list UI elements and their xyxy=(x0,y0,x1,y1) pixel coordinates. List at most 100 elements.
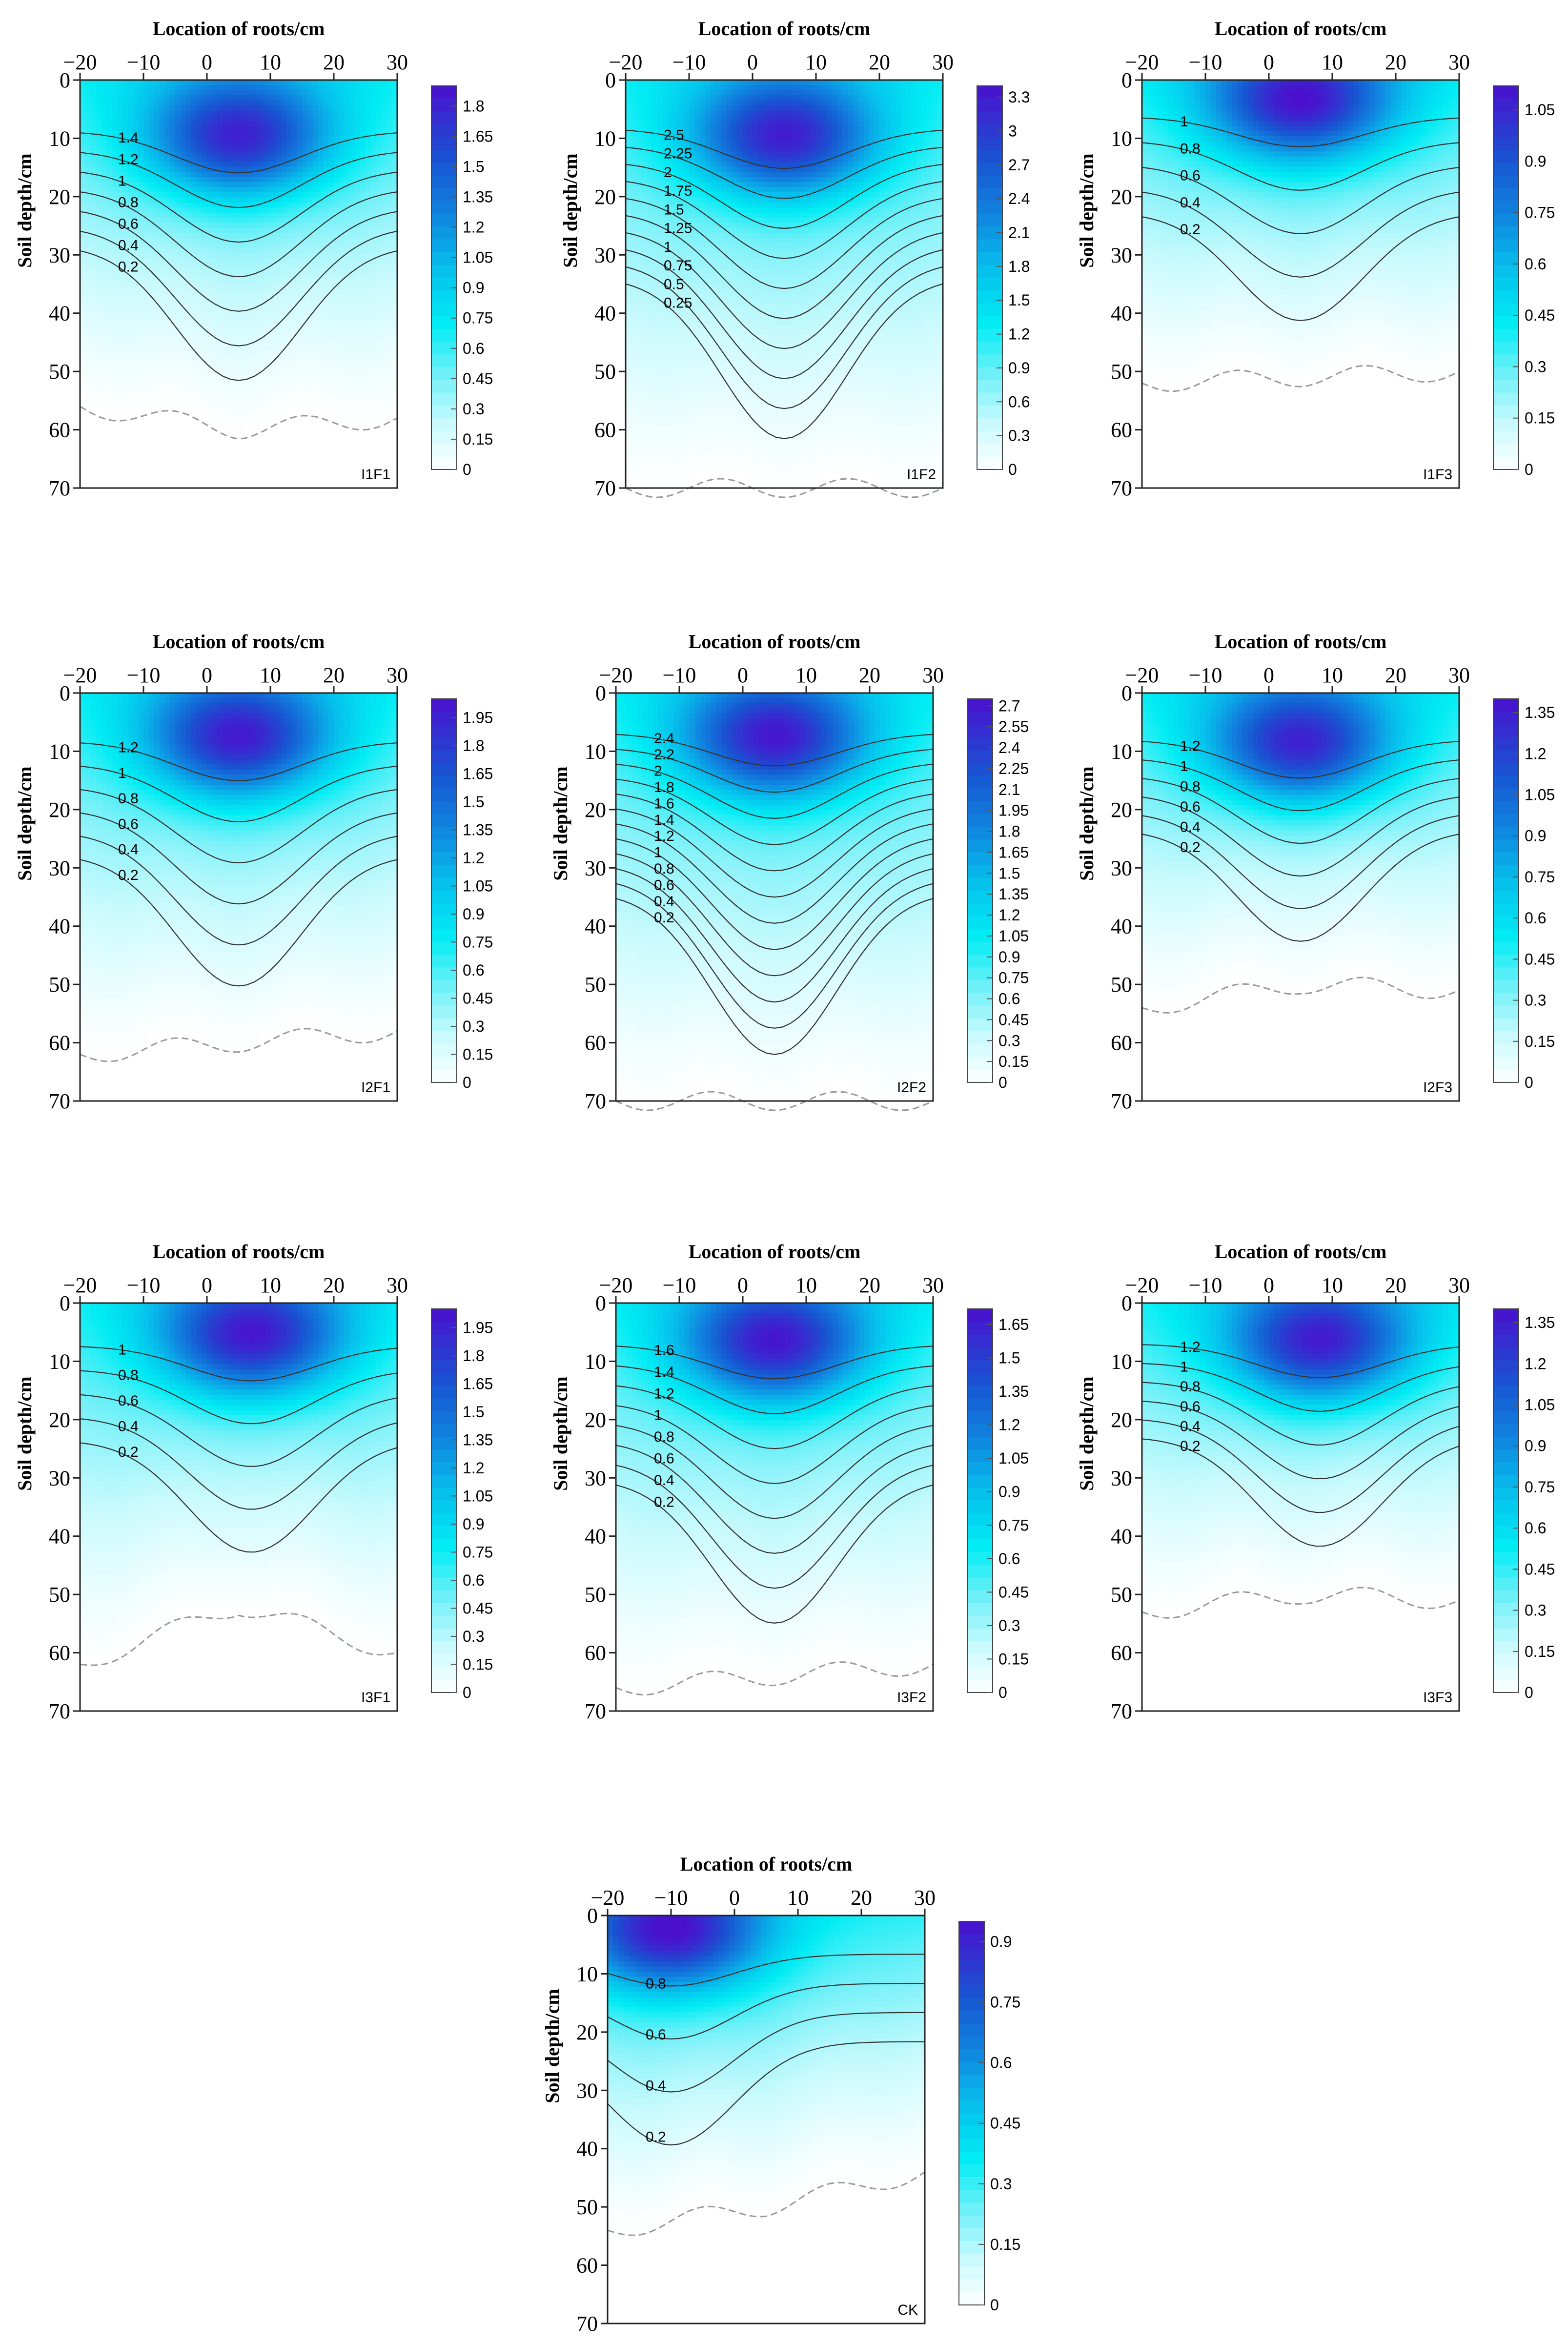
heat-cell xyxy=(133,340,139,346)
heat-cell xyxy=(265,136,271,142)
heat-cell xyxy=(307,182,313,188)
heat-cell xyxy=(318,452,324,458)
heat-cell xyxy=(185,197,192,203)
heat-cell xyxy=(302,432,308,438)
heat-cell xyxy=(281,258,287,264)
heat-cell xyxy=(223,243,229,249)
heat-cell xyxy=(355,381,361,387)
heat-cell xyxy=(376,146,382,152)
heat-cell xyxy=(626,416,631,422)
heat-cell xyxy=(164,452,170,458)
heat-cell xyxy=(302,381,308,387)
heat-cell xyxy=(85,274,91,280)
heat-cell xyxy=(85,376,91,382)
heat-cell xyxy=(270,274,276,280)
heat-cell xyxy=(349,452,356,458)
heat-cell xyxy=(127,100,134,106)
heat-cell xyxy=(265,192,271,198)
heat-cell xyxy=(339,284,345,290)
heat-cell xyxy=(122,391,128,397)
heat-cell xyxy=(239,330,244,336)
heat-cell xyxy=(360,110,366,116)
heat-cell xyxy=(196,95,202,101)
heat-cell xyxy=(254,350,261,356)
heat-cell xyxy=(217,437,224,443)
heat-cell xyxy=(127,447,134,453)
heat-cell xyxy=(133,197,139,203)
heat-cell xyxy=(223,411,229,417)
heat-cell xyxy=(212,304,218,310)
heat-cell xyxy=(239,437,244,443)
heat-cell xyxy=(143,90,149,96)
heat-cell xyxy=(175,110,181,116)
heat-cell xyxy=(302,437,308,443)
heat-cell xyxy=(334,268,340,274)
heat-cell xyxy=(254,320,261,326)
heat-cell xyxy=(217,452,224,458)
heat-cell xyxy=(286,381,292,387)
heat-cell xyxy=(302,376,308,382)
heat-cell xyxy=(133,141,139,147)
colorbar-band xyxy=(431,175,457,189)
heat-cell xyxy=(196,212,202,218)
heat-cell xyxy=(312,192,319,198)
heat-cell xyxy=(370,350,377,356)
heat-cell xyxy=(270,457,276,463)
heat-cell xyxy=(307,243,313,249)
heat-cell xyxy=(307,151,313,157)
heat-cell xyxy=(275,95,282,101)
heat-cell xyxy=(85,472,91,478)
heat-cell xyxy=(154,131,160,137)
heat-cell xyxy=(191,162,197,167)
heat-cell xyxy=(366,80,371,86)
heat-cell xyxy=(286,233,292,239)
heat-cell xyxy=(202,212,207,218)
heat-cell xyxy=(196,90,202,96)
heat-cell xyxy=(275,432,282,438)
heat-cell xyxy=(191,136,197,142)
heat-cell xyxy=(244,330,250,336)
heat-cell xyxy=(381,442,387,448)
heat-cell xyxy=(392,166,397,172)
heat-cell xyxy=(249,284,255,290)
heat-cell xyxy=(275,177,282,183)
heat-cell xyxy=(381,432,387,438)
heat-cell xyxy=(80,309,86,315)
heat-cell xyxy=(106,452,112,458)
heat-cell xyxy=(212,151,218,157)
heat-cell xyxy=(202,258,207,264)
heat-cell xyxy=(80,90,86,96)
heat-cell xyxy=(260,427,265,432)
heat-cell xyxy=(122,279,128,285)
heat-cell xyxy=(148,314,155,320)
heat-cell xyxy=(339,258,345,264)
heat-cell xyxy=(307,238,313,244)
heat-cell xyxy=(154,437,160,443)
heat-cell xyxy=(154,274,160,280)
heat-cell xyxy=(170,314,176,320)
heat-cell xyxy=(360,268,366,274)
heat-cell xyxy=(180,457,186,463)
heat-cell xyxy=(265,350,271,356)
heat-cell xyxy=(101,156,107,162)
heat-cell xyxy=(366,248,371,254)
heat-cell xyxy=(148,309,155,315)
heat-cell xyxy=(196,85,202,91)
heat-cell xyxy=(307,294,313,300)
heat-cell xyxy=(223,218,229,224)
heat-cell xyxy=(185,376,192,382)
heat-cell xyxy=(90,126,97,132)
heat-cell xyxy=(185,126,192,132)
heat-cell xyxy=(239,447,244,453)
heat-cell xyxy=(106,401,112,407)
heat-cell xyxy=(101,447,107,453)
heat-cell xyxy=(217,243,224,249)
heat-cell xyxy=(191,330,197,336)
heat-cell xyxy=(80,340,86,346)
heat-cell xyxy=(159,411,165,417)
heat-cell xyxy=(133,478,139,484)
heat-cell xyxy=(370,146,377,152)
heat-cell xyxy=(286,325,292,330)
heat-cell xyxy=(117,100,123,106)
heat-cell xyxy=(96,172,102,178)
